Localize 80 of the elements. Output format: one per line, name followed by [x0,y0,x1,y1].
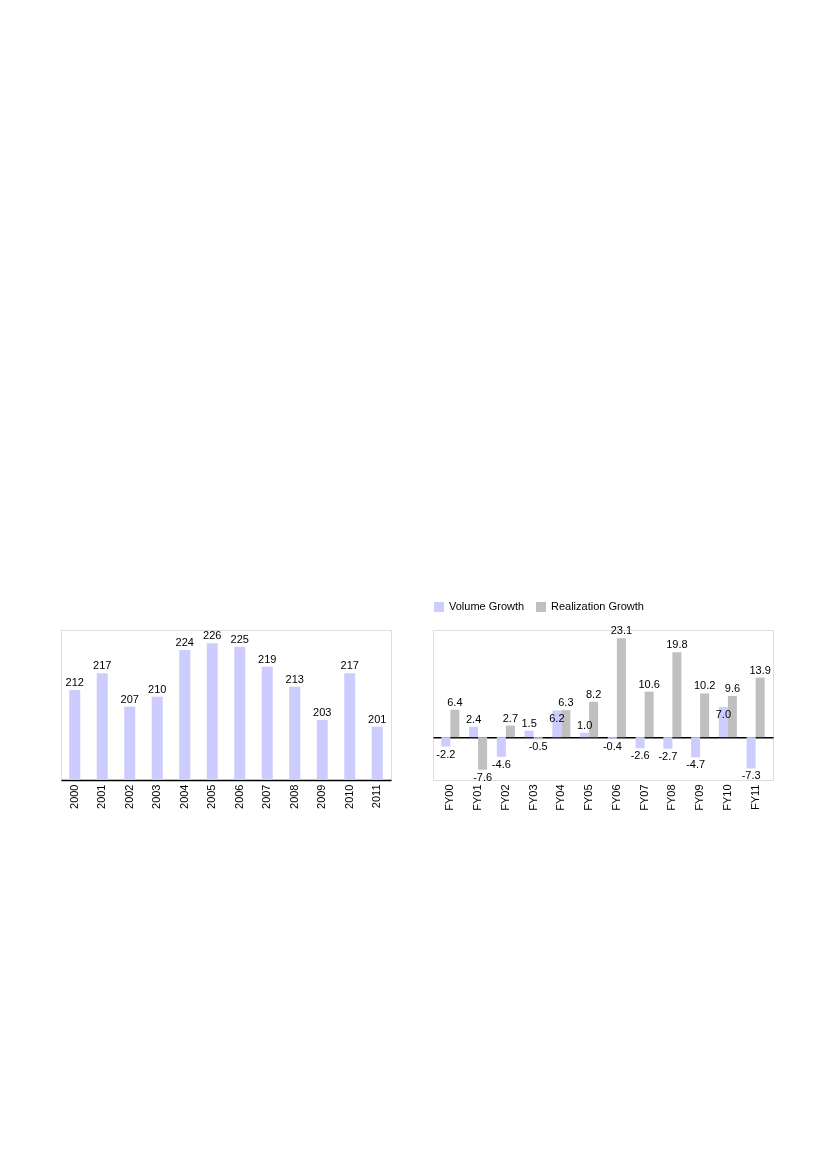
data-label: 10.6 [638,677,660,690]
data-label: -4.6 [491,757,511,770]
x-tick-label: FY01 [471,784,484,811]
data-label: 6.2 [549,711,565,724]
data-label: -4.7 [686,758,706,771]
bar [746,737,756,769]
bar [663,737,673,749]
x-tick-label: FY09 [693,784,706,811]
bar [755,677,765,738]
x-tick-label: 2009 [315,784,328,809]
x-tick-label: 2006 [232,784,245,809]
data-label: 203 [313,706,332,718]
data-label: -0.5 [528,740,548,753]
data-label: 6.3 [558,696,574,709]
data-label: -2.6 [630,749,650,762]
x-tick-label: FY05 [582,784,595,811]
data-label: 6.4 [447,695,463,708]
data-label: 201 [368,712,387,725]
data-label: 207 [120,692,139,705]
bar [505,725,515,738]
data-label: 13.9 [749,663,771,676]
bar [691,737,701,758]
bar [533,737,543,740]
x-tick-label: FY04 [554,784,567,811]
data-label: 2.7 [502,711,519,724]
bar [441,737,451,747]
data-label: 7.0 [715,708,732,721]
data-label: 212 [65,676,84,688]
bar [700,693,710,738]
data-label: -7.6 [473,770,493,783]
data-label: 8.2 [585,688,602,700]
x-tick-label: 2002 [122,784,135,809]
data-label: -7.3 [741,769,761,782]
x-tick-label: 2007 [260,784,273,809]
bar [616,638,626,738]
data-label: 210 [148,682,167,695]
data-label: 219 [258,652,277,665]
x-tick-label: FY02 [498,784,511,811]
x-tick-label: FY11 [748,784,761,810]
x-tick-label: 2004 [177,784,190,809]
data-label: 226 [203,629,222,642]
x-tick-label: FY10 [720,784,733,811]
legend-label: Volume Growth [449,600,525,612]
x-tick-label: 2005 [205,784,218,809]
x-tick-label: FY06 [609,784,622,811]
x-tick-label: 2001 [95,784,108,809]
x-tick-label: 2008 [287,784,300,809]
data-label: -2.7 [658,749,678,762]
data-label: 225 [230,632,249,645]
data-label: -2.2 [436,747,456,760]
x-tick-label: 2003 [150,784,163,809]
bar [524,730,534,738]
data-label: 1.0 [576,718,593,731]
data-label: 1.5 [521,716,537,729]
x-tick-label: FY03 [526,784,539,811]
x-tick-label: 2011 [370,784,383,809]
bar [580,732,590,738]
data-label: 9.6 [724,682,741,694]
data-label: 217 [93,659,112,672]
x-tick-label: FY07 [637,784,650,811]
data-label: 224 [175,636,194,648]
data-label: 10.2 [693,679,716,692]
data-label: 217 [340,659,359,672]
x-tick-label: 2010 [342,784,355,809]
bar [478,737,488,770]
bar [469,726,479,738]
data-label: 19.8 [666,638,688,651]
bar [450,709,460,738]
data-label: 23.1 [610,624,633,637]
x-tick-label: FY08 [665,784,678,811]
bar [635,737,645,749]
data-label: 2.4 [465,712,482,725]
x-tick-label: FY00 [443,784,456,811]
data-label: -0.4 [602,739,622,752]
data-label: 213 [285,672,304,685]
x-tick-label: 2000 [67,784,80,809]
bar [496,737,506,757]
legend-label: Realization Growth [551,600,644,612]
bar [672,652,682,738]
bar [644,691,654,738]
